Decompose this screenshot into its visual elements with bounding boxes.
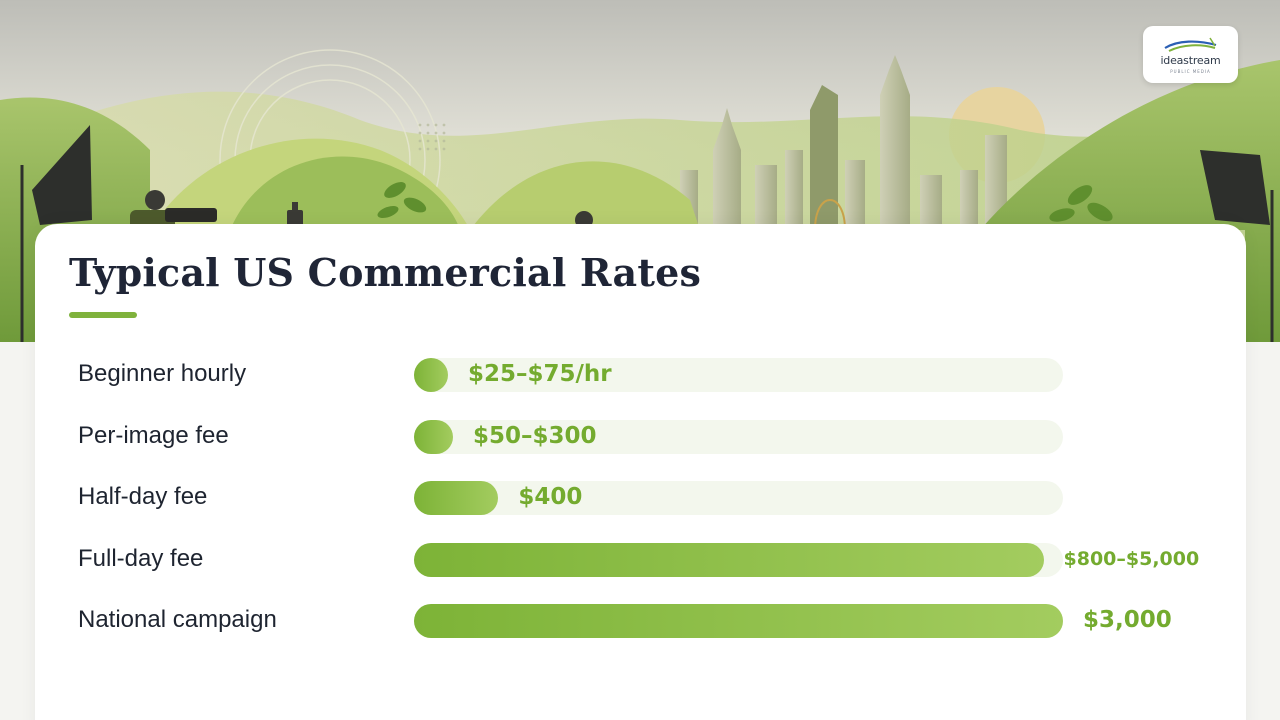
row-label: Per-image fee: [78, 421, 229, 449]
row-label: Half-day fee: [78, 483, 208, 510]
bar-value-label: $800–$5,000: [1063, 547, 1200, 570]
page-title: Typical US Commercial Rates: [69, 250, 702, 295]
logo-swoosh-icon: [1164, 37, 1217, 52]
row-label: National campaign: [78, 606, 277, 633]
bar: [414, 358, 448, 392]
logo-text: ideastream: [1160, 54, 1221, 67]
bar-value-label: $25–$75/hr: [468, 361, 612, 387]
row-label: Beginner hourly: [78, 360, 247, 387]
bar: [414, 542, 1044, 577]
bar: [414, 481, 499, 515]
title-underline-accent: [69, 312, 137, 318]
row-label: Full-day fee: [78, 544, 204, 572]
bar-value-label: $50–$300: [472, 422, 597, 449]
bar: [414, 419, 453, 454]
bar: [414, 604, 1063, 638]
logo-subtext: PUBLIC MEDIA: [1170, 69, 1211, 74]
bar-value-label: $3,000: [1083, 607, 1172, 633]
bar-value-label: $400: [518, 484, 583, 510]
bar-track: [414, 358, 1063, 392]
bar-track: [414, 419, 1063, 454]
ideastream-logo: ideastream PUBLIC MEDIA: [1143, 26, 1238, 83]
bar-track: [414, 481, 1063, 515]
